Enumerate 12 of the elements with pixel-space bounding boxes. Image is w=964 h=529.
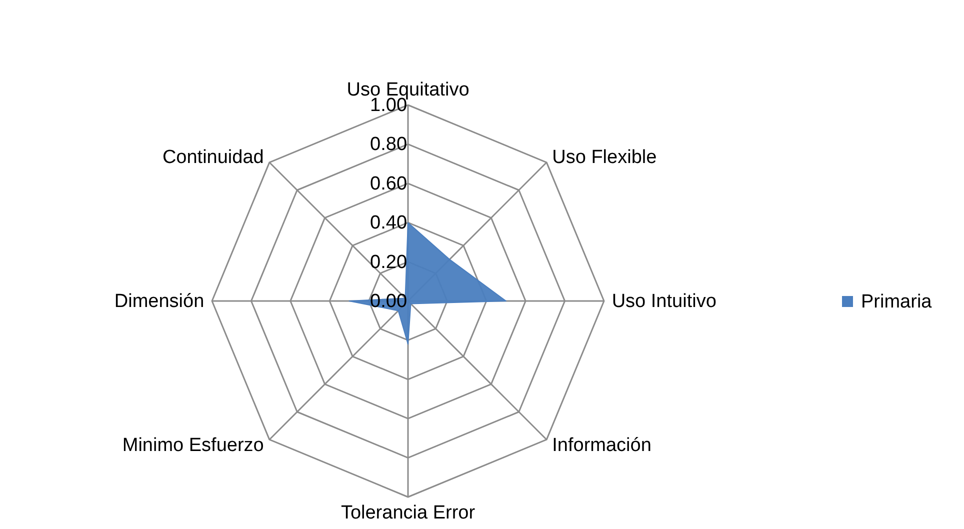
spoke-label: Uso Flexible <box>552 146 657 168</box>
y-tick-label: 0.80 <box>370 134 408 156</box>
y-tick-label: 0.20 <box>370 252 408 273</box>
spoke-label: Información <box>552 435 652 456</box>
y-tick-label: 0.40 <box>370 212 408 234</box>
spoke-label: Continuidad <box>162 146 264 168</box>
y-tick-label: 0.60 <box>370 173 408 194</box>
legend-label: Primaria <box>861 292 932 312</box>
spoke-label: Dimensión <box>114 291 204 312</box>
spoke-label: Minimo Esfuerzo <box>122 435 264 456</box>
spoke-label: Uso Intuitivo <box>612 291 716 312</box>
spoke-label: Tolerancia Error <box>340 502 476 524</box>
